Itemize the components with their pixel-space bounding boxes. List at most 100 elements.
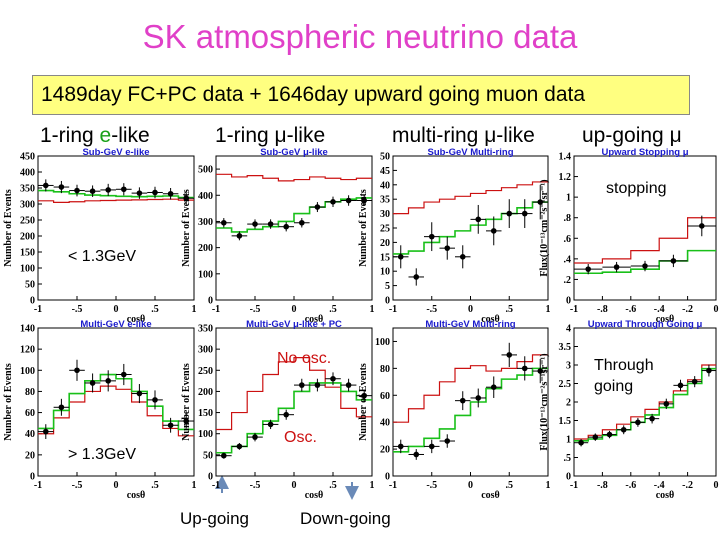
p13-xlabel: cosθ <box>481 314 500 325</box>
p21-ytick-label-3: 60 <box>25 408 35 419</box>
p11-xtick-label-0: -1 <box>34 304 42 315</box>
p23-no-osc-line <box>393 354 548 423</box>
p14-ytick-label-6: 1.2 <box>559 172 572 183</box>
p22-xtick-label-3: .5 <box>329 480 337 491</box>
p23-data-point-8 <box>521 365 528 372</box>
p14-data-point-4 <box>699 223 705 229</box>
p24-data-point-9 <box>706 367 712 374</box>
p13-data-point-0 <box>397 253 404 260</box>
p12-data-point-8 <box>345 197 352 204</box>
p24-data-point-3 <box>620 426 627 433</box>
p21-ylabel: Number of Events <box>3 363 14 441</box>
p24-data-point-1 <box>592 434 599 440</box>
p21-ytick-label-1: 20 <box>25 450 35 461</box>
stopping-label: stopping <box>606 180 667 197</box>
p12-ytick-label-2: 200 <box>198 243 213 254</box>
p21-data-point-6 <box>136 390 143 397</box>
p13-ytick-label-10: 50 <box>380 152 390 163</box>
p14-ytick-label-2: .4 <box>564 254 572 265</box>
p22-ytick-label-0: 0 <box>208 472 213 483</box>
p21-data-point-1 <box>58 404 65 411</box>
column-header-1ring-mu: 1-ring μ-like <box>215 124 326 147</box>
p22-data-point-3 <box>267 421 274 428</box>
p23-data-point-5 <box>475 395 482 401</box>
p22-data-point-6 <box>314 382 321 388</box>
through-going-label: Through going <box>594 357 654 395</box>
p11-no-osc-line <box>38 198 194 203</box>
p23-ytick-label-2: 40 <box>380 418 390 429</box>
p12-data-point-4 <box>283 223 290 230</box>
p23-ytick-label-5: 100 <box>375 337 390 348</box>
p13-data-point-9 <box>537 199 544 205</box>
p24-data-point-7 <box>677 382 684 389</box>
column-header-upgoing-mu: up-going μ <box>582 124 682 147</box>
p22-data-point-2 <box>252 434 258 440</box>
p21-data-point-3 <box>89 380 96 386</box>
p14-ytick-label-4: .8 <box>564 213 572 224</box>
p21-ytick-label-2: 40 <box>25 429 35 440</box>
p12-data-point-3 <box>267 221 274 227</box>
no-osc-label: No osc. <box>277 350 332 367</box>
p11-ylabel: Number of Events <box>3 189 14 267</box>
p21-ytick-label-0: 0 <box>30 472 35 483</box>
p24-ytick-label-7: 3.5 <box>559 342 572 353</box>
p22-ylabel: Number of Events <box>181 363 192 441</box>
p11-data-point-6 <box>136 190 143 196</box>
p24-title: Upward Through Going μ <box>588 319 703 330</box>
p11-frame <box>37 155 195 301</box>
p24-ytick-label-4: 2 <box>566 398 571 409</box>
p23-osc-line <box>393 367 548 453</box>
p23-xtick-label-3: .5 <box>506 480 514 491</box>
p24-xtick-label-0: -1 <box>570 480 578 491</box>
p12-xlabel: cosθ <box>305 314 324 325</box>
p21-ytick-label-4: 80 <box>25 387 35 398</box>
p23-ytick-label-4: 80 <box>380 364 390 375</box>
p12-frame <box>215 155 373 301</box>
p11-data-point-7 <box>152 189 158 196</box>
p23-data-point-4 <box>459 397 466 404</box>
p13-ytick-label-7: 35 <box>380 195 390 206</box>
p12-ytick-label-1: 100 <box>198 269 213 280</box>
p13-ytick-label-0: 0 <box>385 296 390 307</box>
p13-data-point-4 <box>459 253 466 260</box>
p24-ytick-label-0: 0 <box>566 472 571 483</box>
p14-data-point-0 <box>585 266 591 272</box>
p11-data-point-8 <box>167 190 174 197</box>
p14-data-point-3 <box>670 258 677 264</box>
p11-ytick-label-7: 350 <box>20 184 35 195</box>
p12-data-point-2 <box>252 221 258 227</box>
p21-data-point-2 <box>74 367 80 374</box>
p21-no-osc-line <box>38 385 194 437</box>
p22-title: Multi-GeV μ-like + PC <box>246 319 342 330</box>
p22-ytick-label-5: 250 <box>198 366 213 377</box>
p13-osc-line <box>393 201 548 255</box>
p23-title: Multi-GeV Multi-ring <box>425 319 515 330</box>
p23-data-point-2 <box>428 443 435 450</box>
p21-ytick-label-5: 100 <box>20 366 35 377</box>
column-header-multiring-mu: multi-ring μ-like <box>392 124 535 147</box>
p22-ytick-label-2: 100 <box>198 429 213 440</box>
p23-data-point-3 <box>444 438 451 444</box>
p23-xtick-label-4: 1 <box>546 480 551 491</box>
p13-data-point-8 <box>521 210 528 217</box>
p21-data-point-9 <box>183 418 189 424</box>
p12-xtick-label-4: 1 <box>370 304 375 315</box>
p13-ytick-label-4: 20 <box>380 238 390 249</box>
p21-xtick-label-4: 1 <box>192 480 197 491</box>
p13-data-point-2 <box>428 233 435 240</box>
p22-data-point-8 <box>345 382 352 388</box>
p12-xtick-label-2: 0 <box>292 304 297 315</box>
p12-xtick-label-3: .5 <box>329 304 337 315</box>
p11-ytick-label-1: 50 <box>25 280 35 291</box>
p23-xlabel: cosθ <box>481 490 500 501</box>
p13-data-point-5 <box>475 216 482 223</box>
p12-osc-line <box>216 197 372 233</box>
p14-xtick-label-1: -.8 <box>597 304 608 315</box>
p13-xtick-label-3: .5 <box>506 304 514 315</box>
p12-ytick-label-4: 400 <box>198 191 213 202</box>
p12-data-point-1 <box>236 233 243 239</box>
data-summary-banner: 1489day FC+PC data + 1646day upward goin… <box>32 75 690 115</box>
column-header-1ring-e: 1-ring e-like <box>40 124 150 147</box>
p11-osc-line <box>38 189 194 199</box>
p11-title: Sub-GeV e-like <box>82 147 149 158</box>
